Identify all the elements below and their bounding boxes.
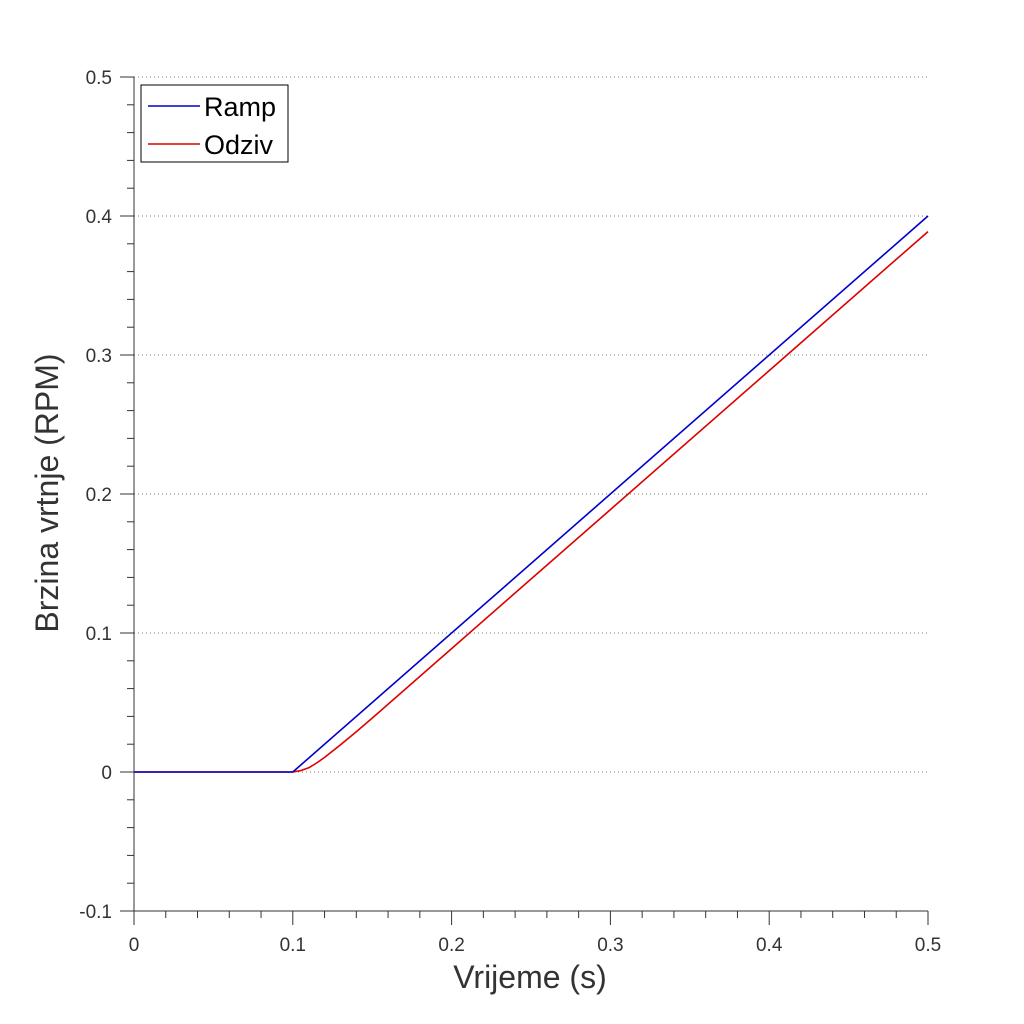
y-tick-label-5: 0.4 — [86, 207, 113, 228]
y-tick-label-4: 0.3 — [86, 346, 112, 367]
tick-labels: -0.1 0 0.1 0.2 0.3 0.4 0.5 0 0.1 0.2 0.3 0.4 0.5 — [79, 68, 941, 956]
legend-box — [140, 84, 289, 163]
x-tick-label-3: 0.3 — [597, 935, 623, 956]
y-tick-label-1: 0 — [101, 763, 112, 784]
series-line-odziv — [134, 230, 929, 773]
plot-series — [134, 215, 929, 773]
x-tick-label-4: 0.4 — [756, 935, 783, 956]
legend-label-odziv: Odziv — [204, 130, 274, 160]
y-tick-label-6: 0.5 — [86, 68, 112, 89]
x-tick-label-5: 0.5 — [915, 935, 941, 956]
legend-label-ramp: Ramp — [204, 92, 276, 122]
x-axis-title: Vrijeme (s) — [453, 959, 606, 995]
legend: Ramp Odziv — [140, 84, 289, 163]
y-tick-label-3: 0.2 — [86, 485, 112, 506]
x-tick-label-0: 0 — [129, 935, 140, 956]
y-tick-label-2: 0.1 — [86, 624, 112, 645]
tick-marks — [120, 76, 929, 925]
y-tick-label-0: -0.1 — [79, 902, 112, 923]
x-tick-label-1: 0.1 — [280, 935, 306, 956]
x-tick-label-2: 0.2 — [438, 935, 464, 956]
series-line-ramp — [134, 215, 929, 773]
y-axis-title: Brzina vrtnje (RPM) — [29, 353, 65, 632]
